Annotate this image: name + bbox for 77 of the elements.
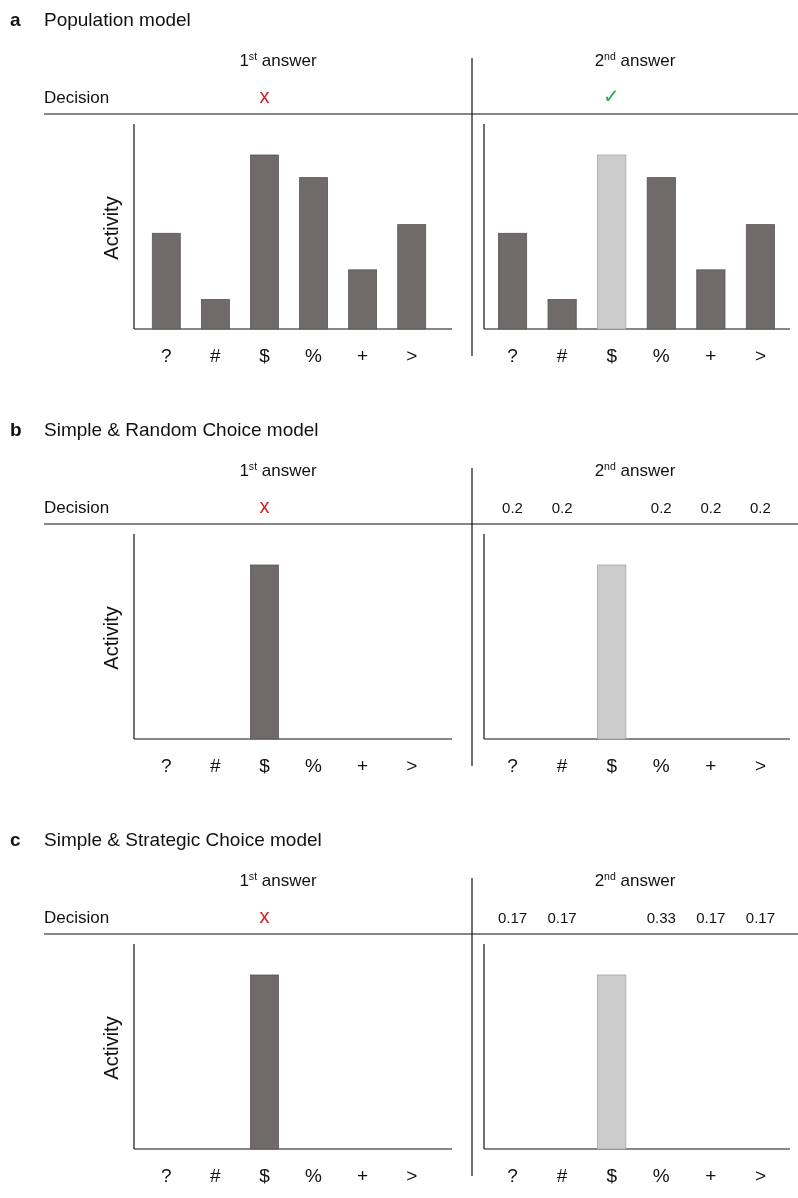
bar xyxy=(696,269,726,330)
x-tick-label: > xyxy=(406,1165,418,1186)
x-tick-label: $ xyxy=(606,345,618,366)
chart-title: c Simple & Strategic Choice model xyxy=(10,829,322,850)
text: x xyxy=(259,905,270,927)
x-tick-label: # xyxy=(210,755,222,776)
bar xyxy=(348,269,378,330)
bar xyxy=(498,232,528,330)
x-tick-label: + xyxy=(705,755,717,776)
chart-subtitle: 1$^{st}$ answer xyxy=(239,460,317,480)
x-tick-label: $ xyxy=(606,755,618,776)
x-tick-label: # xyxy=(556,755,568,776)
x-tick-label: ? xyxy=(161,1165,172,1186)
chart-subtitle: 2$^{nd}$ answer xyxy=(594,50,676,70)
text: ✓ xyxy=(603,85,621,107)
x-tick-label: # xyxy=(210,345,222,366)
bar xyxy=(397,224,427,330)
x-tick-label: + xyxy=(705,345,717,366)
bar xyxy=(597,154,627,330)
y-axis-title: Activity xyxy=(100,606,122,670)
bar xyxy=(151,232,181,330)
text: 0.17 xyxy=(696,909,726,926)
x-tick-label: $ xyxy=(259,345,271,366)
text: x xyxy=(259,495,270,517)
x-tick-label: ? xyxy=(507,345,518,366)
bar xyxy=(200,299,230,330)
text: 0.17 xyxy=(745,909,776,926)
bar xyxy=(250,154,279,330)
x-tick-label: # xyxy=(210,1165,222,1186)
x-tick-label: $ xyxy=(259,1165,271,1186)
x-tick-label: ? xyxy=(507,1165,518,1186)
text: 0.17 xyxy=(547,909,577,926)
x-tick-label: % xyxy=(305,755,323,776)
text: 0.2 xyxy=(750,499,771,516)
x-tick-label: + xyxy=(357,345,369,366)
chart-subtitle: 1$^{st}$ answer xyxy=(239,50,317,70)
text: 0.2 xyxy=(551,499,573,516)
chart-subtitle: 2$^{nd}$ answer xyxy=(594,870,676,890)
text: x xyxy=(259,85,270,107)
chart-title: b Simple & Random Choice model xyxy=(10,419,319,440)
x-tick-label: % xyxy=(652,345,670,366)
text: 0.33 xyxy=(646,909,676,926)
text: Decision xyxy=(44,88,110,107)
text: Decision xyxy=(44,498,110,517)
x-tick-label: $ xyxy=(259,755,271,776)
bar xyxy=(299,177,328,330)
chart-subtitle: 2$^{nd}$ answer xyxy=(594,460,676,480)
x-tick-label: # xyxy=(556,345,568,366)
bar xyxy=(646,177,676,330)
x-tick-label: + xyxy=(357,1165,369,1186)
text: 0.2 xyxy=(502,499,523,516)
y-axis-title: Activity xyxy=(100,196,122,260)
x-tick-label: % xyxy=(305,1165,323,1186)
chart-title: a Population model xyxy=(10,9,191,30)
x-tick-label: ? xyxy=(161,345,172,366)
x-tick-label: % xyxy=(305,345,323,366)
x-tick-label: $ xyxy=(606,1165,618,1186)
x-tick-label: + xyxy=(357,755,369,776)
x-tick-label: ? xyxy=(161,755,172,776)
bar xyxy=(547,299,577,330)
text: 0.2 xyxy=(700,499,722,516)
x-tick-label: % xyxy=(652,755,670,776)
chart-subtitle: 1$^{st}$ answer xyxy=(239,870,317,890)
x-tick-label: > xyxy=(754,345,767,366)
x-tick-label: > xyxy=(406,755,418,776)
x-tick-label: > xyxy=(406,345,418,366)
text: 0.17 xyxy=(497,909,528,926)
text: 0.2 xyxy=(650,499,672,516)
x-tick-label: ? xyxy=(507,755,518,776)
x-tick-label: > xyxy=(754,1165,767,1186)
text: Decision xyxy=(44,908,110,927)
x-tick-label: > xyxy=(754,755,767,776)
y-axis-title: Activity xyxy=(100,1016,122,1080)
x-tick-label: + xyxy=(705,1165,717,1186)
x-tick-label: % xyxy=(652,1165,670,1186)
bar xyxy=(745,224,775,330)
x-tick-label: # xyxy=(556,1165,568,1186)
